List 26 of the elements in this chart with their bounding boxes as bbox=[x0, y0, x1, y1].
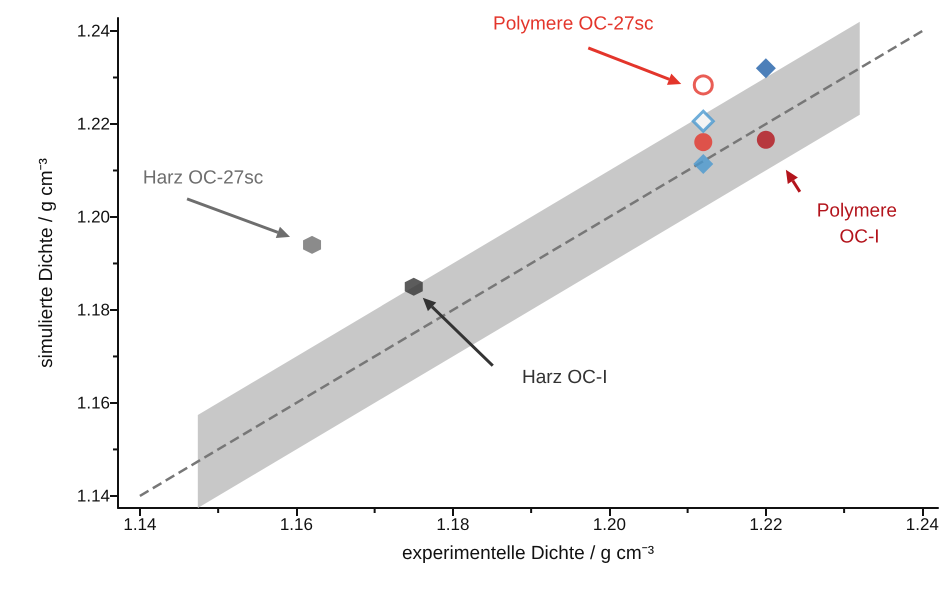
y-tick-label: 1.20 bbox=[76, 207, 110, 226]
text: Polymere OC-27sc bbox=[493, 13, 654, 34]
x-tick-label: 1.18 bbox=[436, 515, 470, 534]
y-axis-title: simulierte Dichte / g cm⁻³ bbox=[36, 158, 57, 368]
x-tick-label: 1.22 bbox=[749, 515, 782, 534]
x-tick-label: 1.20 bbox=[592, 515, 626, 534]
y-tick-label: 1.22 bbox=[76, 114, 110, 134]
point bbox=[693, 154, 714, 174]
x-tick-label: 1.24 bbox=[906, 515, 939, 534]
x-axis-title: experimentelle Dichte / g cm⁻³ bbox=[402, 543, 654, 564]
text: Harz OC-I bbox=[522, 367, 608, 388]
x-tick-label: 1.16 bbox=[280, 515, 313, 534]
text: Harz OC-27sc bbox=[142, 167, 264, 188]
point bbox=[692, 74, 714, 96]
point bbox=[404, 278, 423, 296]
y-tick-label: 1.14 bbox=[76, 486, 110, 506]
point bbox=[756, 130, 775, 149]
y-tick-label: 1.24 bbox=[76, 22, 110, 41]
y-tick-label: 1.18 bbox=[76, 300, 110, 320]
point bbox=[694, 133, 712, 152]
x-tick-label: 1.14 bbox=[123, 515, 156, 534]
point bbox=[756, 58, 776, 78]
text: Polymere OC-I bbox=[816, 200, 897, 248]
point bbox=[692, 110, 715, 133]
y-tick-label: 1.16 bbox=[76, 393, 110, 412]
point bbox=[303, 236, 322, 254]
